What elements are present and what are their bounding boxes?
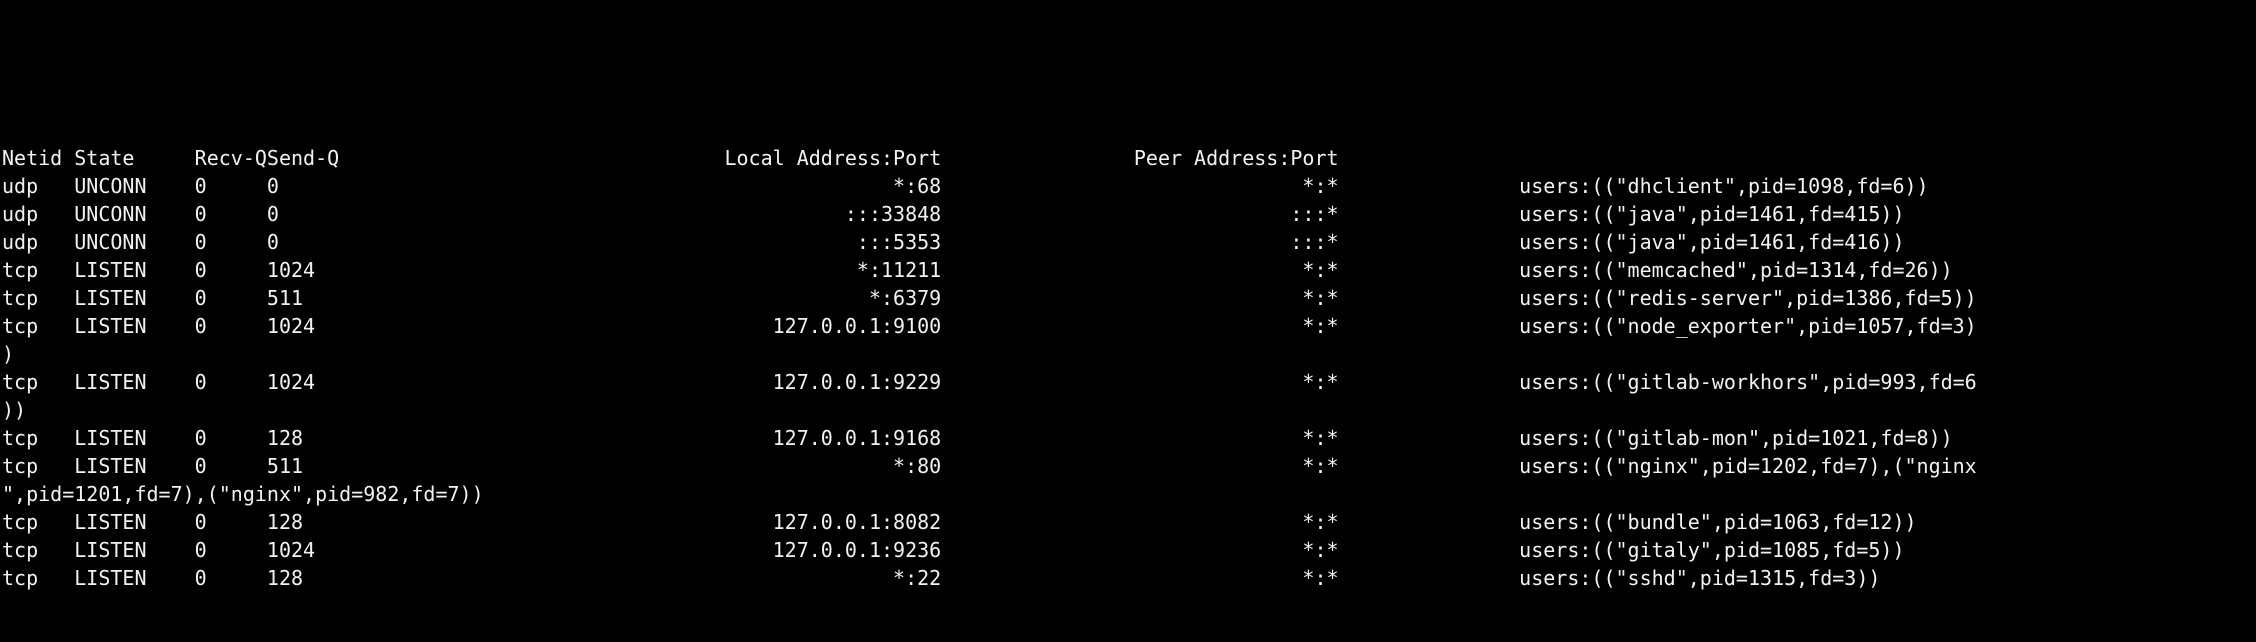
ss-output-text: Netid State Recv-QSend-Q Local Address:P… bbox=[2, 146, 1977, 590]
terminal-output: Netid State Recv-QSend-Q Local Address:P… bbox=[0, 140, 2256, 596]
